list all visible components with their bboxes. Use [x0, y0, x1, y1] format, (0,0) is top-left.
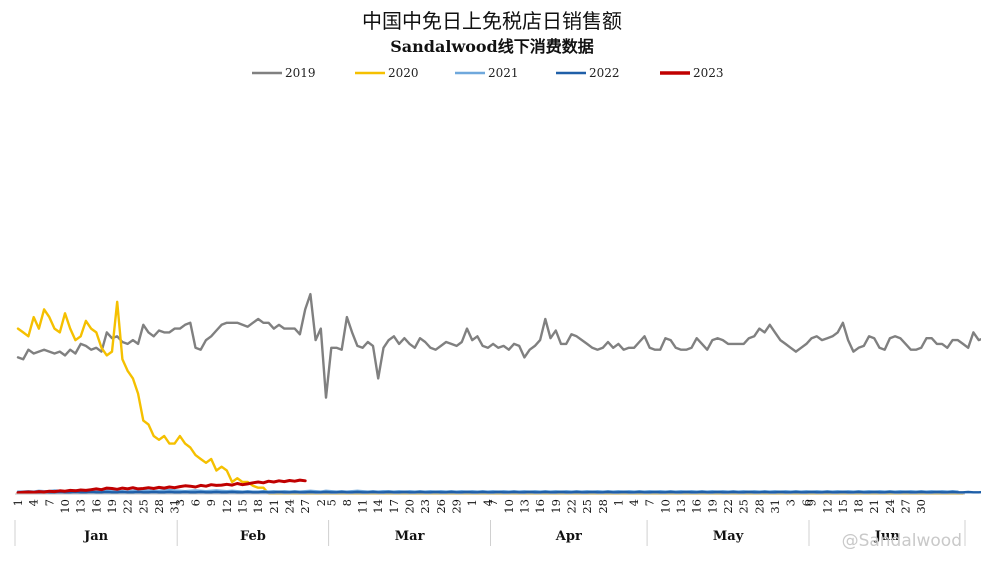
x-tick-label: 4 [481, 499, 495, 506]
x-tick-label: 23 [418, 499, 432, 514]
chart-subtitle: Sandalwood线下消费数据 [390, 37, 594, 56]
x-tick-label: 25 [737, 499, 751, 514]
x-tick-label: 21 [267, 499, 281, 514]
x-tick-label: 24 [883, 499, 897, 514]
x-tick-label: 31 [768, 499, 782, 514]
x-tick-label: 28 [596, 499, 610, 514]
x-tick-label: 18 [251, 499, 265, 514]
x-tick-label: 30 [914, 499, 928, 514]
x-tick-label: 27 [298, 499, 312, 514]
month-label-Mar: Mar [395, 529, 425, 544]
x-tick-label: 8 [340, 499, 354, 506]
x-tick-label: 13 [674, 499, 688, 514]
legend-label-2020: 2020 [388, 66, 419, 80]
series-line-2019 [16, 292, 981, 399]
x-tick-label: 10 [58, 499, 72, 514]
x-tick-label: 9 [204, 499, 218, 506]
x-tick-label: 25 [136, 499, 150, 514]
x-tick-label: 1 [11, 499, 25, 506]
legend-label-2023: 2023 [693, 66, 724, 80]
x-tick-label: 6 [189, 499, 203, 506]
x-tick-label: 2 [314, 499, 328, 506]
x-tick-label: 15 [236, 499, 250, 514]
x-tick-label: 4 [27, 499, 41, 506]
x-tick-label: 17 [387, 499, 401, 514]
x-tick-label: 19 [705, 499, 719, 514]
x-tick-label: 1 [465, 499, 479, 506]
x-tick-label: 13 [517, 499, 531, 514]
x-tick-label: 15 [836, 499, 850, 514]
x-tick-label: 11 [356, 499, 370, 514]
x-tick-label: 14 [371, 499, 385, 514]
x-tick-label: 9 [805, 499, 819, 506]
x-tick-label: 22 [121, 499, 135, 514]
series-line-2023 [16, 478, 307, 495]
x-tick-label: 29 [450, 499, 464, 514]
x-tick-label: 28 [752, 499, 766, 514]
x-tick-label: 16 [89, 499, 103, 514]
watermark: @Sandalwood [842, 531, 962, 551]
x-tick-label: 1 [611, 499, 625, 506]
month-label-May: May [713, 529, 744, 544]
x-tick-label: 5 [324, 499, 338, 506]
x-tick-label: 10 [658, 499, 672, 514]
x-tick-label: 25 [580, 499, 594, 514]
x-tick-label: 3 [173, 499, 187, 506]
chart-title: 中国中免日上免税店日销售额 [362, 9, 622, 33]
x-tick-label: 7 [42, 499, 56, 506]
x-axis: 1 4 7 10 13 16 19 22 25 28 313 6 9 12 15 18 21 24 27 25 8 11 1… [11, 493, 966, 546]
x-tick-label: 18 [852, 499, 866, 514]
month-label-Jan: Jan [83, 529, 109, 544]
legend-label-2019: 2019 [285, 66, 316, 80]
legend-label-2022: 2022 [589, 66, 620, 80]
series-layer [16, 292, 981, 495]
x-tick-label: 10 [502, 499, 516, 514]
x-tick-label: 19 [105, 499, 119, 514]
x-tick-label: 27 [899, 499, 913, 514]
x-tick-label: 22 [721, 499, 735, 514]
x-tick-label: 7 [486, 499, 500, 506]
x-tick-label: 6 [799, 499, 813, 506]
x-tick-label: 16 [533, 499, 547, 514]
x-tick-label: 13 [74, 499, 88, 514]
x-tick-label: 26 [434, 499, 448, 514]
legend: 2019 2020 2021 2022 2023 [252, 66, 724, 80]
x-tick-label: 21 [867, 499, 881, 514]
x-tick-label: 3 [784, 499, 798, 506]
x-tick-label: 19 [549, 499, 563, 514]
x-tick-label: 7 [643, 499, 657, 506]
x-tick-label: 31 [168, 499, 182, 514]
x-tick-label: 12 [220, 499, 234, 514]
x-tick-label: 12 [820, 499, 834, 514]
legend-label-2021: 2021 [488, 66, 519, 80]
month-label-Feb: Feb [240, 529, 266, 544]
x-tick-label: 24 [283, 499, 297, 514]
x-tick-label: 16 [690, 499, 704, 514]
month-label-Jun: Jun [874, 529, 901, 544]
x-tick-label: 4 [627, 499, 641, 506]
x-tick-label: 28 [152, 499, 166, 514]
x-tick-label: 22 [564, 499, 578, 514]
x-tick-label: 20 [403, 499, 417, 514]
month-label-Apr: Apr [555, 529, 582, 544]
